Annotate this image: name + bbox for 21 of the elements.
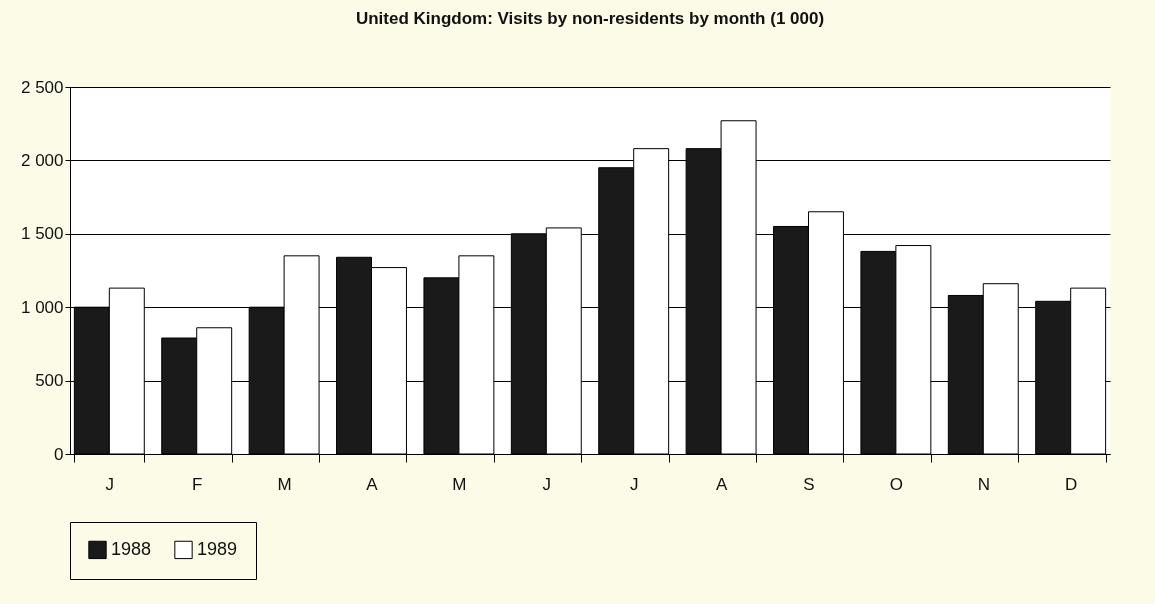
y-tick-label: 0	[54, 444, 64, 464]
x-tick-label: O	[889, 474, 903, 494]
x-tick-label: F	[192, 474, 203, 494]
legend-label: 1988	[111, 538, 152, 559]
y-tick-label: 2 500	[20, 77, 64, 97]
x-tick-label: N	[977, 474, 990, 494]
y-tick-label: 1 500	[20, 224, 64, 244]
x-tick-label: M	[277, 474, 292, 494]
legend-label: 1989	[197, 538, 238, 559]
x-tick-label: S	[803, 474, 815, 494]
x-tick-label: J	[542, 474, 552, 494]
y-tick-label: 1 000	[20, 297, 64, 317]
y-tick-label: 2 000	[20, 150, 64, 170]
chart-title: United Kingdom: Visits by non-residents by month (1 000)	[355, 9, 825, 28]
x-tick-label: D	[1065, 474, 1078, 494]
x-tick-label: J	[105, 474, 115, 494]
x-tick-label: J	[629, 474, 639, 494]
x-tick-label: A	[366, 474, 379, 494]
x-tick-label: A	[715, 474, 728, 494]
y-tick-label: 500	[35, 371, 64, 391]
x-tick-label: M	[452, 474, 467, 494]
